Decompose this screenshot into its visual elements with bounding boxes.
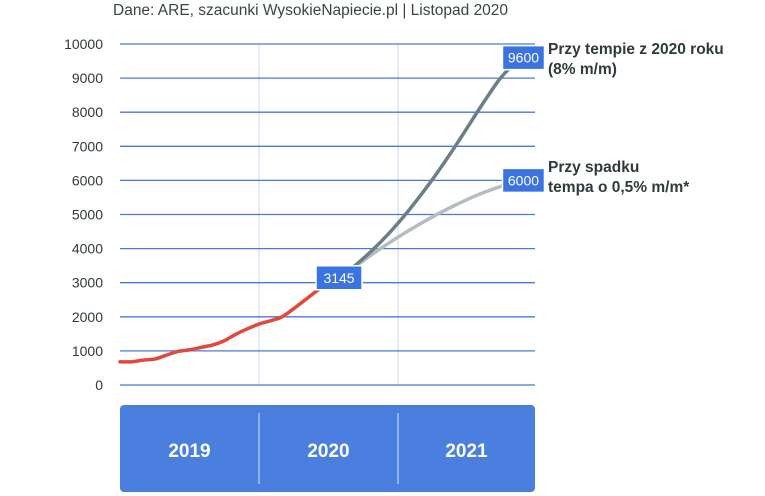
year-band [120,405,535,492]
y-tick-label-5000: 5000 [72,207,103,223]
annotation-low-line2: tempa o 0,5% m/m* [548,179,690,196]
y-tick-label-9000: 9000 [72,70,103,86]
badge-9600-label: 9600 [508,50,539,66]
year-label-2021: 2021 [445,441,488,462]
badge-6000-label: 6000 [508,172,539,188]
year-label-2019: 2019 [168,441,210,462]
annotation-high-scenario: Przy tempie z 2020 roku (8% m/m) [548,40,724,80]
annotation-low-line1: Przy spadku [548,159,640,176]
annotation-high-line1: Przy tempie z 2020 roku [548,41,724,58]
y-tick-label-4000: 4000 [72,241,103,257]
series-historical [118,275,353,364]
source-caption: Dane: ARE, szacunki WysokieNapiecie.pl |… [113,2,509,19]
y-tick-label-1000: 1000 [72,343,103,359]
badge-9600-box [501,44,546,71]
badge-3145-label: 3145 [323,270,354,286]
y-tick-label-2000: 2000 [72,309,103,325]
series-high-scenario [337,55,526,280]
badge-6000-box [501,167,546,194]
y-tick-label-6000: 6000 [72,172,103,188]
y-tick-label-3000: 3000 [72,275,103,291]
annotation-low-scenario: Przy spadku tempa o 0,5% m/m* [548,158,689,198]
y-tick-label-8000: 8000 [72,104,103,120]
y-tick-label-7000: 7000 [72,138,103,154]
y-tick-label-10000: 10000 [64,36,103,52]
y-tick-label-0: 0 [95,377,103,393]
year-label-2020: 2020 [307,441,349,462]
series-low-scenario [337,178,526,280]
annotation-high-line2: (8% m/m) [548,61,617,78]
badge-3145-box [315,265,363,291]
